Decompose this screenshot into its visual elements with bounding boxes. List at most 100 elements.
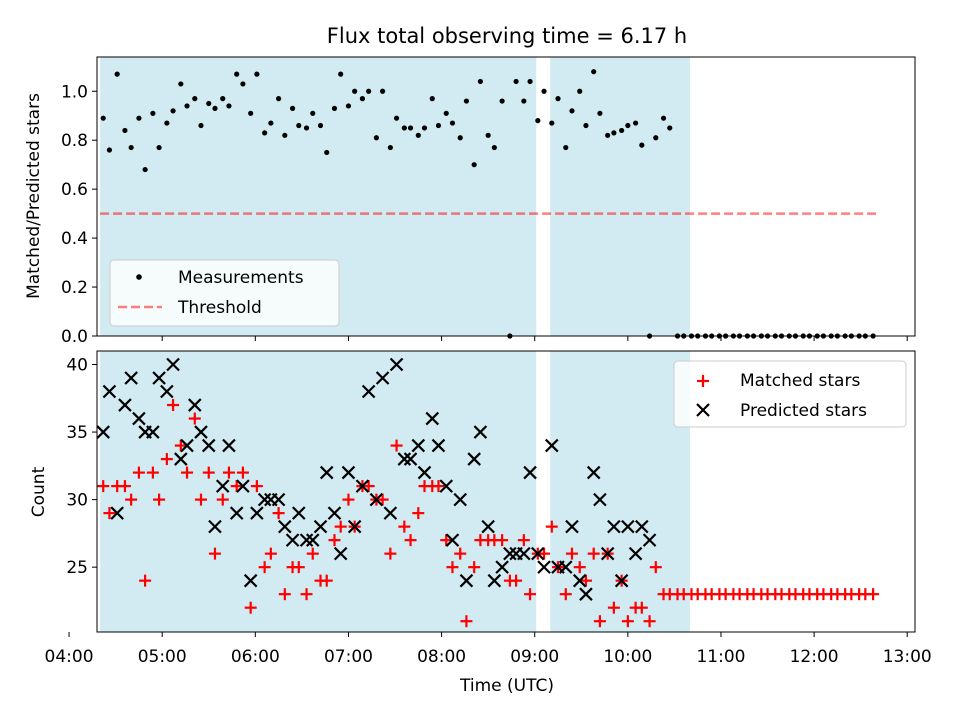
measurement-point xyxy=(477,78,483,85)
measurement-point xyxy=(393,115,400,121)
legend-matched-marker xyxy=(697,375,709,387)
predicted-star-point xyxy=(375,371,390,385)
legend-predicted-marker xyxy=(696,403,710,417)
matched-star-point xyxy=(202,466,215,479)
measurement-point xyxy=(248,110,254,116)
matched-star-point xyxy=(181,466,194,479)
measurement-point xyxy=(380,88,386,94)
legend-measurements-label: Measurements xyxy=(178,268,304,288)
measurement-point xyxy=(373,135,379,141)
matched-star-point xyxy=(579,574,592,587)
top-legend: Measurements Threshold xyxy=(109,259,340,327)
predicted-star-point xyxy=(397,452,412,466)
predicted-star-point xyxy=(146,425,160,439)
predicted-star-point xyxy=(558,560,573,574)
measurement-point xyxy=(240,81,246,87)
x-tick-label: 05:00 xyxy=(138,647,187,667)
measurement-point xyxy=(535,118,541,124)
predicted-star-point xyxy=(459,573,474,588)
measurement-point xyxy=(653,135,659,141)
measurement-point xyxy=(563,144,569,151)
measurement-point xyxy=(254,71,260,77)
matched-stars-points xyxy=(97,399,880,628)
measurement-point xyxy=(366,88,372,94)
measurement-point xyxy=(352,88,358,94)
top-y-tick-label: 0.8 xyxy=(61,131,88,151)
bottom-observing-interval-1 xyxy=(100,351,537,632)
predicted-star-point xyxy=(102,384,117,399)
matched-star-point xyxy=(97,480,110,493)
matched-star-point xyxy=(258,561,271,574)
legend-threshold-label: Threshold xyxy=(177,298,262,318)
measurement-point xyxy=(415,132,421,138)
predicted-star-point xyxy=(110,506,124,520)
measurement-point xyxy=(443,110,449,116)
matched-star-point xyxy=(174,439,187,452)
measurement-point xyxy=(387,144,393,151)
predicted-star-point xyxy=(467,452,481,466)
predicted-star-point xyxy=(614,573,629,588)
matched-star-point xyxy=(384,547,397,560)
matched-star-point xyxy=(524,588,537,601)
predicted-star-point xyxy=(299,533,314,547)
measurement-point xyxy=(136,115,142,121)
matched-star-point xyxy=(432,480,445,493)
measurement-point xyxy=(577,88,583,94)
measurement-point xyxy=(289,105,296,111)
measurement-point xyxy=(457,135,463,141)
predicted-star-point xyxy=(642,533,657,547)
predicted-star-point xyxy=(431,438,446,453)
predicted-star-point xyxy=(333,546,348,561)
bottom-panel: 25 30 35 40 04:00 05:00 06:00 07:00 08:00 09:00 1… xyxy=(29,350,932,696)
top-y-tick-label: 0.6 xyxy=(61,180,88,200)
matched-star-point xyxy=(342,493,355,506)
predicted-star-point xyxy=(579,587,593,601)
predicted-star-point xyxy=(327,506,342,520)
predicted-star-point xyxy=(347,519,362,534)
measurement-point xyxy=(226,103,232,109)
predicted-star-point xyxy=(369,492,384,507)
matched-star-point xyxy=(643,615,656,628)
matched-star-point xyxy=(517,534,530,547)
measurement-point xyxy=(276,96,282,102)
predicted-star-point xyxy=(572,573,587,588)
predicted-star-point xyxy=(124,371,138,385)
matched-star-point xyxy=(306,547,319,560)
bottom-x-axis-ticks: 04:00 05:00 06:00 07:00 08:00 09:00 10:00 11:00… xyxy=(45,632,932,667)
measurement-point xyxy=(521,98,527,104)
matched-star-point xyxy=(496,534,509,547)
measurement-point xyxy=(282,132,288,138)
predicted-star-point xyxy=(383,506,398,520)
predicted-star-point xyxy=(531,546,545,561)
legend-predicted-label: Predicted stars xyxy=(740,401,867,421)
predicted-star-point xyxy=(607,519,621,534)
measurement-point xyxy=(345,103,352,109)
predicted-star-point xyxy=(621,519,635,534)
matched-star-point xyxy=(236,466,249,479)
measurement-point xyxy=(164,120,170,126)
matched-star-point xyxy=(230,480,243,493)
matched-star-point xyxy=(404,534,417,547)
top-x-axis-ticks xyxy=(68,336,908,341)
predicted-star-point xyxy=(180,438,194,453)
predicted-star-point xyxy=(417,465,432,480)
matched-star-point xyxy=(510,574,523,587)
predicted-stars-points xyxy=(96,357,657,601)
predicted-star-point xyxy=(439,479,454,493)
predicted-star-point xyxy=(487,573,502,588)
measurement-point xyxy=(331,105,338,111)
matched-star-point xyxy=(867,588,880,601)
measurement-point xyxy=(234,71,240,77)
measurement-point xyxy=(555,96,561,102)
predicted-star-point xyxy=(271,492,286,507)
measurement-point xyxy=(212,105,218,111)
x-tick-label: 10:00 xyxy=(603,647,652,667)
predicted-star-point xyxy=(188,398,202,412)
bottom-observing-interval-2 xyxy=(550,351,690,632)
predicted-star-point xyxy=(523,465,537,480)
matched-star-point xyxy=(334,520,347,533)
matched-star-point xyxy=(454,547,467,560)
x-axis-label: Time (UTC) xyxy=(459,676,554,696)
measurement-point xyxy=(100,115,106,121)
